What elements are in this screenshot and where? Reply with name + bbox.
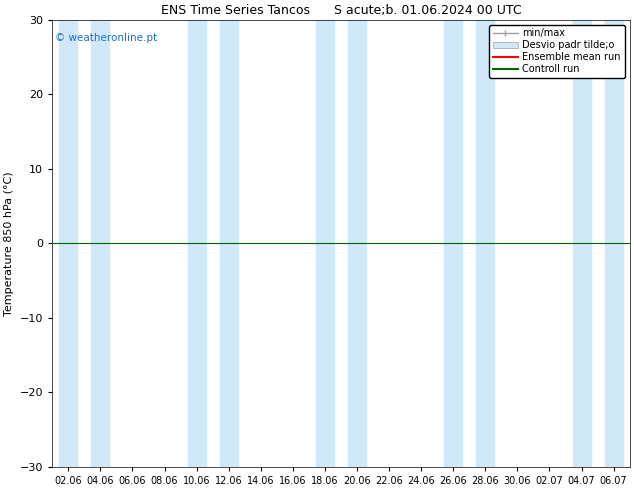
Bar: [348, 20, 366, 467]
Title: ENS Time Series Tancos      S acute;b. 01.06.2024 00 UTC: ENS Time Series Tancos S acute;b. 01.06.…: [160, 4, 521, 17]
Bar: [476, 20, 495, 467]
Y-axis label: Temperature 850 hPa (°C): Temperature 850 hPa (°C): [4, 171, 14, 316]
Bar: [605, 20, 623, 467]
Legend: min/max, Desvio padr tilde;o, Ensemble mean run, Controll run: min/max, Desvio padr tilde;o, Ensemble m…: [489, 24, 625, 78]
Bar: [91, 20, 109, 467]
Bar: [60, 20, 77, 467]
Text: © weatheronline.pt: © weatheronline.pt: [55, 33, 157, 43]
Bar: [220, 20, 238, 467]
Bar: [188, 20, 205, 467]
Bar: [573, 20, 590, 467]
Bar: [316, 20, 334, 467]
Bar: [444, 20, 462, 467]
